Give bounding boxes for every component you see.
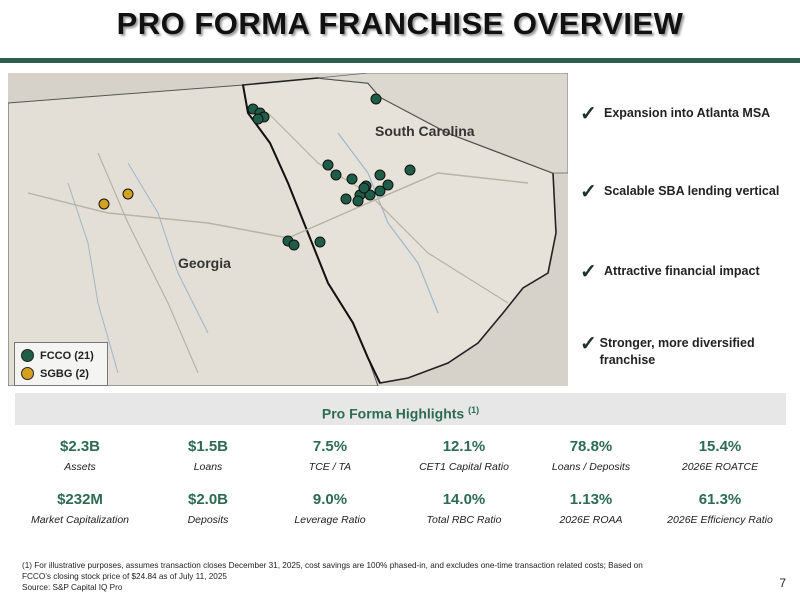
metric-tce-ta: 7.5% TCE / TA: [265, 438, 395, 473]
fcco-branch-marker: [340, 193, 352, 205]
south-carolina-label: South Carolina: [375, 123, 475, 139]
bullet-text: Stronger, more diversified franchise: [599, 336, 755, 367]
georgia-label: Georgia: [178, 255, 231, 271]
page-number: 7: [779, 576, 786, 590]
fcco-branch-marker: [364, 189, 376, 201]
bullet-diversified: ✓ Stronger, more diversified franchise: [580, 333, 775, 369]
legend-item-fcco: FCCO (21): [21, 349, 94, 362]
metric-label: 2026E ROAA: [559, 514, 623, 526]
fcco-branch-marker: [374, 185, 386, 197]
legend-label-fcco: FCCO (21): [40, 349, 94, 362]
highlights-title: Pro Forma Highlights: [321, 405, 465, 422]
metric-label: Deposits: [187, 514, 229, 526]
fcco-branches: [247, 93, 416, 251]
metric-value: 61.3%: [698, 491, 742, 508]
metric-loans-deposits: 78.8% Loans / Deposits: [526, 438, 656, 473]
river: [67, 182, 119, 374]
metric-label: Loans / Deposits: [551, 461, 631, 473]
metric-assets: $2.3B Assets: [15, 438, 145, 473]
metric-label: Total RBC Ratio: [426, 514, 502, 526]
highway: [97, 152, 199, 374]
fcco-branch-marker: [314, 236, 326, 248]
fcco-branch-marker: [322, 159, 334, 171]
fcco-branch-marker: [288, 239, 300, 251]
metric-label: CET1 Capital Ratio: [419, 461, 509, 473]
fcco-branch-marker: [352, 195, 364, 207]
fcco-branch-marker: [382, 179, 394, 191]
metric-value: 15.4%: [698, 438, 742, 455]
check-icon: ✓: [580, 261, 597, 283]
metric-label: Market Capitalization: [30, 514, 130, 526]
fcco-branch-marker: [358, 182, 370, 194]
metric-value: 1.13%: [569, 491, 613, 508]
fcco-branch-marker: [252, 113, 264, 125]
bullet-sba: ✓ Scalable SBA lending vertical: [580, 181, 780, 203]
footnote: (1) For illustrative purposes, assumes t…: [22, 560, 722, 593]
metric-leverage: 9.0% Leverage Ratio: [265, 491, 395, 526]
check-icon: ✓: [580, 333, 597, 355]
metric-value: $232M: [57, 491, 103, 508]
footnote-line: (1) For illustrative purposes, assumes t…: [22, 561, 643, 570]
metric-total-rbc: 14.0% Total RBC Ratio: [399, 491, 529, 526]
footnote-line: FCCO’s closing stock price of $24.84 as …: [22, 572, 227, 581]
metric-deposits: $2.0B Deposits: [143, 491, 273, 526]
metric-label: 2026E ROATCE: [681, 461, 759, 473]
metric-cet1: 12.1% CET1 Capital Ratio: [399, 438, 529, 473]
franchise-map: South Carolina Georgia: [8, 73, 568, 386]
title-divider: [0, 58, 800, 63]
metric-roatce: 15.4% 2026E ROATCE: [655, 438, 785, 473]
fcco-branch-marker: [330, 169, 342, 181]
check-icon: ✓: [580, 103, 597, 125]
source-line: Source: S&P Capital IQ Pro: [22, 583, 123, 592]
metric-roaa: 1.13% 2026E ROAA: [526, 491, 656, 526]
metric-value: $1.5B: [187, 438, 229, 455]
highlights-footnote-ref: (1): [468, 405, 480, 415]
bullet-text: Expansion into Atlanta MSA: [604, 106, 771, 120]
metric-loans: $1.5B Loans: [143, 438, 273, 473]
metric-label: Leverage Ratio: [294, 514, 366, 526]
sgbg-branch-marker: [98, 198, 110, 210]
metric-label: TCE / TA: [308, 461, 352, 473]
bullet-financial: ✓ Attractive financial impact: [580, 261, 760, 283]
metric-value: 9.0%: [312, 491, 348, 508]
fcco-branch-marker: [370, 93, 382, 105]
metric-label: Loans: [193, 461, 223, 473]
river: [127, 162, 209, 334]
page-title: PRO FORMA FRANCHISE OVERVIEW: [116, 6, 684, 41]
highlights-header: Pro Forma Highlights (1): [15, 393, 786, 425]
metric-value: 7.5%: [312, 438, 348, 455]
legend-item-sgbg: SGBG (2): [21, 367, 89, 380]
metric-efficiency: 61.3% 2026E Efficiency Ratio: [655, 491, 785, 526]
fcco-branch-marker: [374, 169, 386, 181]
bullet-text: Attractive financial impact: [604, 264, 760, 278]
map-legend: FCCO (21) SGBG (2): [14, 342, 108, 386]
fcco-branch-marker: [404, 164, 416, 176]
metric-label: Assets: [64, 461, 96, 473]
fcco-dot-icon: [21, 349, 34, 362]
fcco-branch-marker: [346, 173, 358, 185]
river: [337, 132, 439, 314]
sgbg-branches: [98, 188, 134, 210]
metric-value: 12.1%: [442, 438, 486, 455]
metric-value: $2.3B: [59, 438, 101, 455]
metric-label: 2026E Efficiency Ratio: [667, 514, 773, 526]
legend-label-sgbg: SGBG (2): [40, 367, 89, 380]
metric-value: 78.8%: [569, 438, 613, 455]
sgbg-dot-icon: [21, 367, 34, 380]
sgbg-branch-marker: [122, 188, 134, 200]
map-canvas: [8, 73, 568, 386]
check-icon: ✓: [580, 181, 597, 203]
bullet-text: Scalable SBA lending vertical: [604, 184, 780, 198]
north-carolina-shape: [317, 73, 568, 174]
metric-value: $2.0B: [187, 491, 229, 508]
bullet-atlanta: ✓ Expansion into Atlanta MSA: [580, 103, 771, 125]
metric-value: 14.0%: [442, 491, 486, 508]
metric-market-cap: $232M Market Capitalization: [15, 491, 145, 526]
